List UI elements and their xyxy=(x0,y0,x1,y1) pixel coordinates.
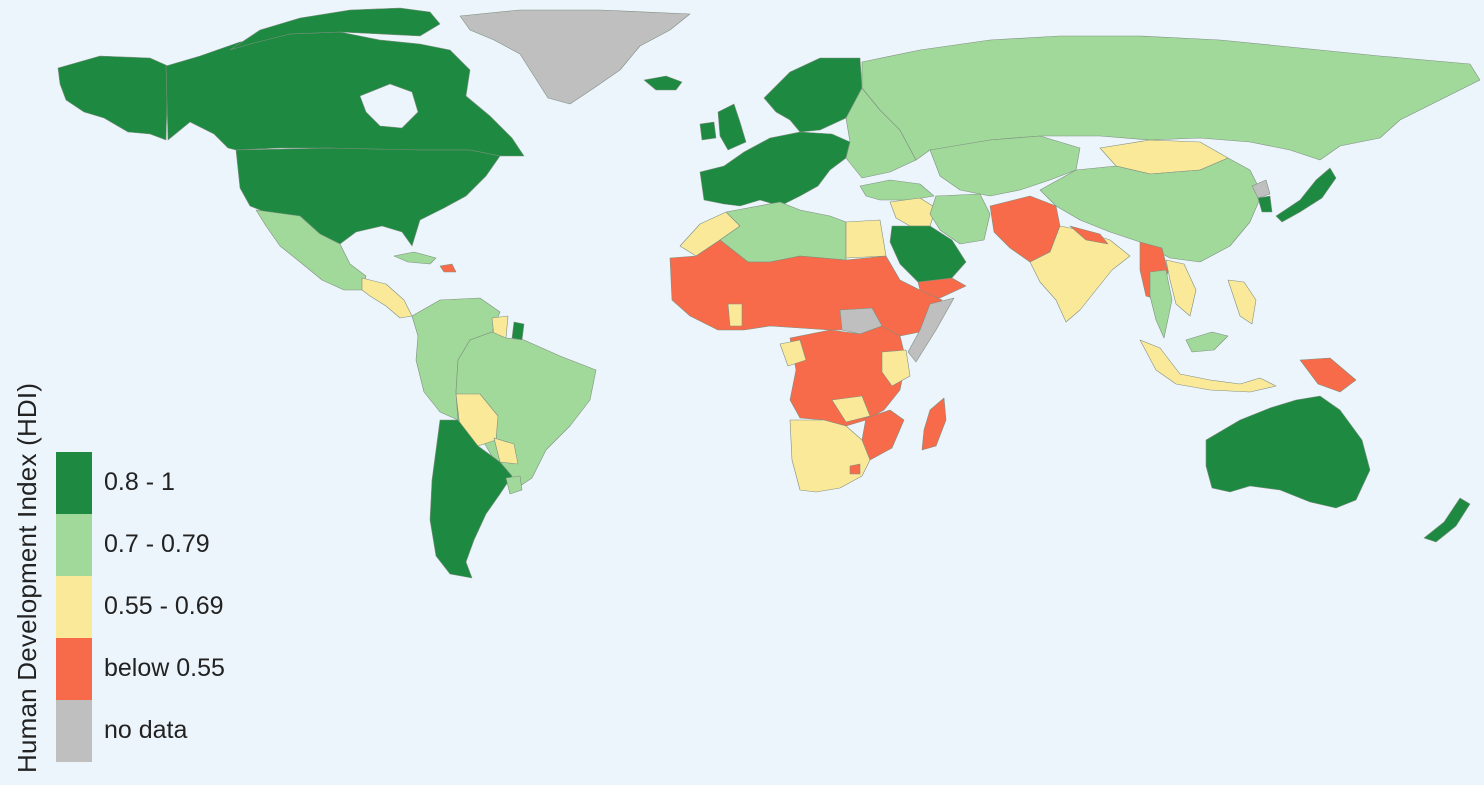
region-alaska xyxy=(57,55,169,141)
region-central-africa xyxy=(789,325,907,427)
region-united-kingdom xyxy=(717,103,747,151)
region-ghana xyxy=(727,303,743,327)
region-western-europe xyxy=(699,131,851,207)
region-lesotho xyxy=(849,463,861,475)
region-philippines xyxy=(1227,279,1257,325)
region-ireland xyxy=(699,121,717,141)
region-japan xyxy=(1275,167,1337,223)
region-indochina xyxy=(1165,259,1197,317)
region-iceland xyxy=(643,75,683,91)
region-india xyxy=(1029,225,1131,323)
region-north-korea xyxy=(1251,179,1271,199)
legend-item: no data xyxy=(56,700,276,762)
region-malaysia xyxy=(1185,331,1229,353)
region-kazakhstan-central-asia xyxy=(929,135,1081,197)
region-kenya xyxy=(881,349,911,387)
legend-title: Human Development Index (HDI) xyxy=(12,382,42,773)
region-central-america xyxy=(361,277,413,319)
hudson-bay xyxy=(359,83,419,129)
region-argentina-chile xyxy=(429,419,513,579)
region-turkey xyxy=(859,179,935,201)
region-papua-new-guinea xyxy=(1299,357,1357,393)
legend-swatch xyxy=(56,514,92,576)
region-haiti xyxy=(439,263,457,273)
legend-label: below 0.55 xyxy=(104,654,225,682)
region-cuba xyxy=(393,251,437,265)
legend-item: 0.8 - 1 xyxy=(56,452,276,514)
region-australia xyxy=(1205,395,1371,509)
region-nepal xyxy=(1069,225,1109,245)
region-indonesia xyxy=(1139,339,1277,393)
legend-swatch xyxy=(56,700,92,762)
legend-swatch xyxy=(56,452,92,514)
region-uruguay xyxy=(505,475,523,495)
legend-swatch xyxy=(56,638,92,700)
region-zambia xyxy=(831,395,871,423)
legend-item: 0.7 - 0.79 xyxy=(56,514,276,576)
legend-label: 0.7 - 0.79 xyxy=(104,530,210,558)
region-russia xyxy=(861,35,1481,161)
region-paraguay xyxy=(493,437,519,465)
region-new-zealand xyxy=(1423,497,1471,543)
legend-swatch xyxy=(56,576,92,638)
region-french-guiana xyxy=(511,321,525,341)
region-greenland xyxy=(459,9,691,105)
legend-label: 0.55 - 0.69 xyxy=(104,592,224,620)
region-brazil xyxy=(455,331,597,491)
region-iran xyxy=(929,193,991,245)
region-south-korea xyxy=(1257,195,1273,213)
region-china xyxy=(1039,157,1263,263)
region-egypt xyxy=(845,219,887,259)
legend-item: 0.55 - 0.69 xyxy=(56,576,276,638)
region-canada-arctic xyxy=(229,7,441,51)
legend-label: 0.8 - 1 xyxy=(104,468,175,496)
region-madagascar xyxy=(921,397,947,451)
region-somalia xyxy=(907,297,955,363)
region-thailand xyxy=(1149,269,1173,339)
region-gabon xyxy=(779,339,807,367)
legend-item: below 0.55 xyxy=(56,638,276,700)
legend-label: no data xyxy=(104,716,188,744)
